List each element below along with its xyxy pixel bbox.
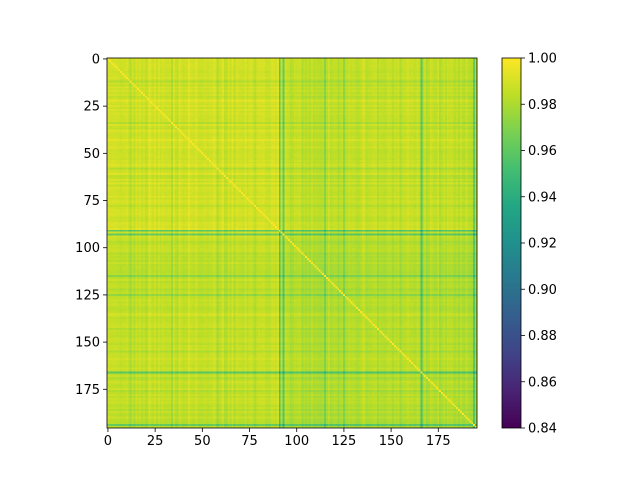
colorbar-tick-label: 0.94 <box>528 190 557 205</box>
x-tick-label: 50 <box>194 434 211 449</box>
colorbar: 0.84 0.86 0.88 0.90 0.92 0.94 0.96 0.98 1.00 <box>501 52 557 437</box>
x-axis: 0 25 50 75 100 125 150 175 <box>104 428 451 449</box>
colorbar-tick-label: 1.00 <box>528 52 557 67</box>
colorbar-tick-label: 0.88 <box>528 329 557 344</box>
x-tick-label: 150 <box>379 434 404 449</box>
colorbar-tick-label: 0.84 <box>528 422 557 437</box>
colorbar-tick-label: 0.98 <box>528 98 557 113</box>
colorbar-tick-label: 0.86 <box>528 375 557 390</box>
y-tick-label: 175 <box>75 383 100 398</box>
x-tick-label: 125 <box>331 434 356 449</box>
y-tick-label: 100 <box>75 241 100 256</box>
y-tick-label: 50 <box>83 147 100 162</box>
heatmap-plot-area <box>106 57 478 429</box>
colorbar-tick-label: 0.90 <box>528 283 557 298</box>
x-tick-label: 0 <box>104 434 112 449</box>
y-tick-label: 125 <box>75 288 100 303</box>
plot-frame <box>106 57 478 429</box>
x-tick-label: 175 <box>426 434 451 449</box>
y-tick-label: 75 <box>83 194 100 209</box>
x-tick-label: 75 <box>241 434 258 449</box>
y-tick-label: 25 <box>83 100 100 115</box>
y-tick-label: 0 <box>92 52 100 67</box>
colorbar-gradient <box>501 57 522 429</box>
colorbar-tick-label: 0.96 <box>528 144 557 159</box>
y-tick-label: 150 <box>75 336 100 351</box>
x-tick-label: 25 <box>147 434 164 449</box>
heatmap-cells <box>107 58 477 428</box>
x-tick-label: 100 <box>284 434 309 449</box>
colorbar-tick-label: 0.92 <box>528 237 557 252</box>
y-axis: 0 25 50 75 100 125 150 175 <box>75 52 107 398</box>
